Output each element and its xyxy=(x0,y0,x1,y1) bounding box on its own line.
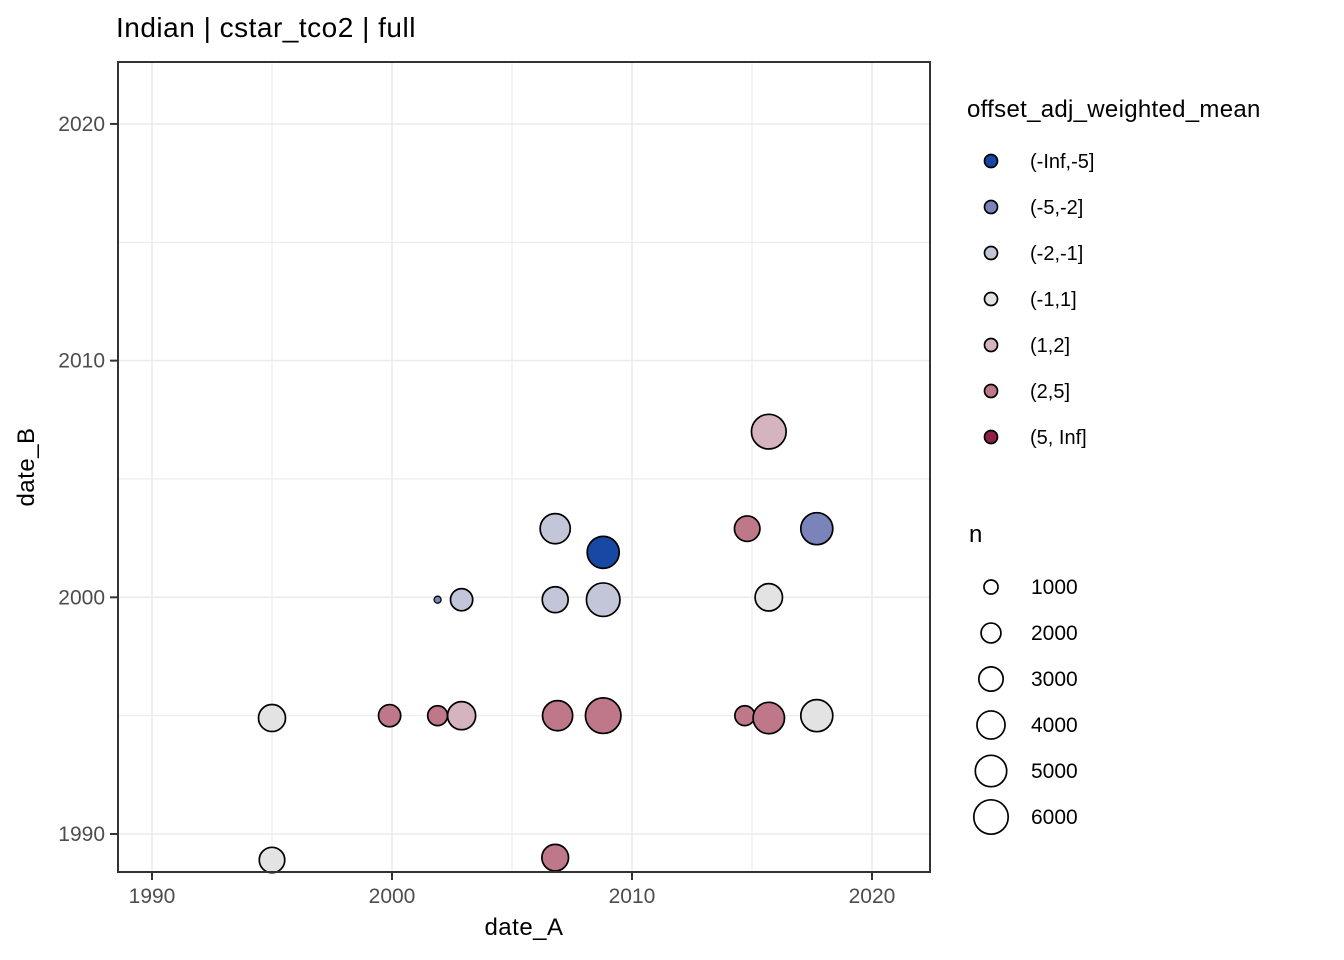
size-legend-label: 5000 xyxy=(1031,760,1078,783)
data-point xyxy=(799,511,834,546)
data-point xyxy=(585,582,621,618)
data-point xyxy=(258,846,286,874)
panel-border xyxy=(117,61,931,873)
data-point xyxy=(541,699,574,732)
data-point xyxy=(541,843,570,872)
size-legend-key xyxy=(983,579,999,595)
data-point xyxy=(426,704,449,727)
size-legend-label: 2000 xyxy=(1031,622,1078,645)
color-legend-label: (2,5] xyxy=(1030,381,1070,403)
data-point xyxy=(433,595,442,604)
size-legend-key xyxy=(980,622,1002,644)
size-legend-title: n xyxy=(969,521,983,548)
size-legend-key xyxy=(972,798,1010,836)
data-point xyxy=(257,703,287,733)
color-legend-label: (-2,-1] xyxy=(1030,243,1083,265)
color-legend-label: (-1,1] xyxy=(1030,289,1077,311)
data-point xyxy=(541,585,569,614)
data-point xyxy=(446,700,477,731)
data-point xyxy=(586,535,621,570)
data-point xyxy=(799,698,834,733)
x-tick-label: 2020 xyxy=(849,885,896,908)
color-legend-label: (5, Inf] xyxy=(1030,427,1087,449)
color-legend-label: (-5,-2] xyxy=(1030,197,1083,219)
data-point xyxy=(539,512,572,545)
x-tick-label: 2000 xyxy=(369,885,416,908)
color-legend-title: offset_adj_weighted_mean xyxy=(967,96,1261,123)
color-legend-label: (1,2] xyxy=(1030,335,1070,357)
y-tick-label: 2000 xyxy=(58,586,105,609)
data-point xyxy=(733,515,761,543)
color-legend-key xyxy=(983,199,999,215)
y-axis-title: date_B xyxy=(13,427,40,507)
data-point xyxy=(752,701,786,735)
data-point xyxy=(377,703,402,728)
color-legend-key xyxy=(983,245,999,261)
y-tick-label: 2010 xyxy=(58,350,105,373)
size-legend-key xyxy=(977,665,1005,693)
panel-background xyxy=(118,62,930,872)
data-point xyxy=(754,582,784,612)
data-point xyxy=(734,704,756,727)
color-legend-label: (-Inf,-5] xyxy=(1030,151,1094,173)
data-point xyxy=(750,413,787,450)
x-axis-title: date_A xyxy=(484,914,564,941)
data-point xyxy=(584,697,622,735)
x-tick-label: 1990 xyxy=(129,885,176,908)
size-legend-label: 1000 xyxy=(1031,576,1078,599)
color-legend-key xyxy=(983,429,999,445)
size-legend-key xyxy=(976,710,1006,740)
size-legend-key xyxy=(974,754,1008,788)
color-legend-key xyxy=(983,153,999,169)
chart-title: Indian | cstar_tco2 | full xyxy=(116,12,416,43)
y-tick-label: 1990 xyxy=(58,823,105,846)
color-legend-key xyxy=(983,383,999,399)
x-tick-label: 2010 xyxy=(609,885,656,908)
y-tick-label: 2020 xyxy=(58,113,105,136)
size-legend-label: 3000 xyxy=(1031,668,1078,691)
color-legend-key xyxy=(983,337,999,353)
data-point xyxy=(449,587,474,612)
color-legend-key xyxy=(983,291,999,307)
size-legend-label: 4000 xyxy=(1031,714,1078,737)
size-legend-label: 6000 xyxy=(1031,806,1078,829)
